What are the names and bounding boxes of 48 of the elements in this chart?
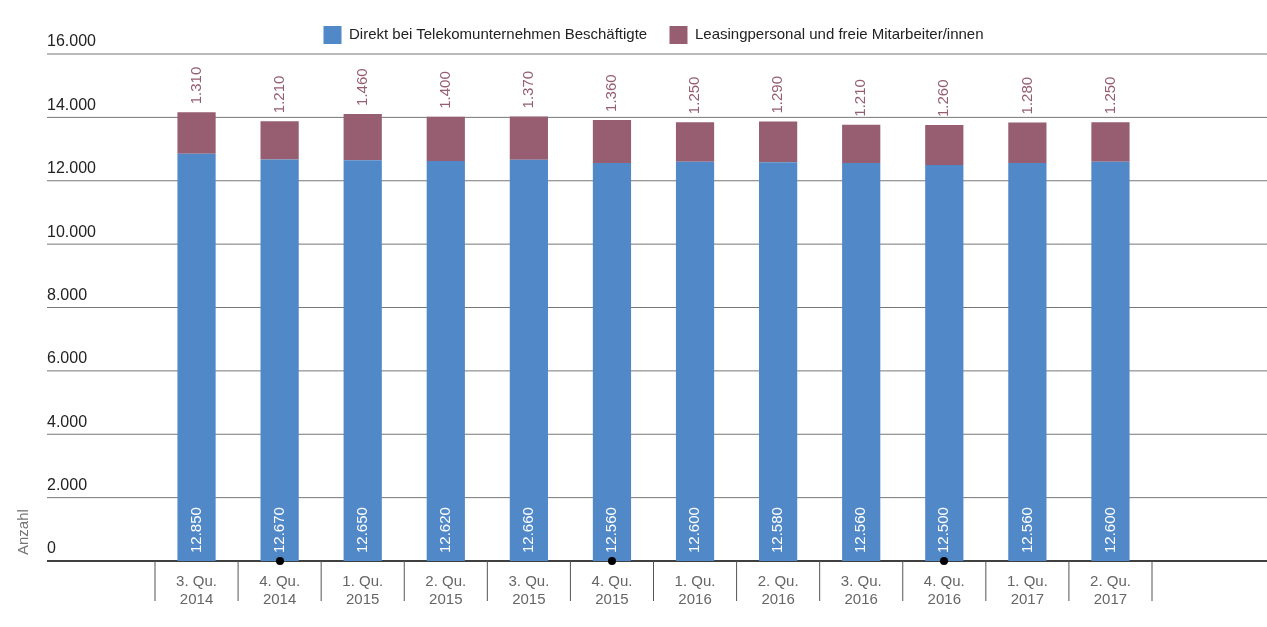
- x-tick-label: 4. Qu. 2015: [591, 572, 633, 608]
- x-tick-label: 2. Qu. 2015: [425, 572, 467, 608]
- data-label: 1.370: [519, 70, 537, 109]
- y-tick-label: 8.000: [47, 285, 88, 303]
- y-tick-label: 0: [47, 539, 56, 557]
- legend-label: Leasingpersonal und freie Mitarbeiter/innen: [694, 25, 984, 43]
- y-tick-label: 4.000: [47, 412, 88, 430]
- data-label: 1.250: [685, 76, 703, 115]
- x-tick-label: 3. Qu. 2015: [508, 572, 550, 608]
- x-tick-label: 1. Qu. 2015: [342, 572, 384, 608]
- data-label: 12.600: [685, 507, 703, 553]
- data-label: 1.400: [435, 71, 453, 109]
- data-label: 12.600: [1100, 507, 1118, 553]
- data-label: 12.650: [352, 507, 370, 553]
- data-label: 12.500: [934, 507, 952, 553]
- data-label: 1.460: [352, 68, 370, 106]
- legend-label: Direkt bei Telekomunternehmen Beschäftigte: [349, 25, 648, 43]
- data-label: 12.660: [519, 507, 537, 553]
- x-tick-label: 1. Qu. 2016: [674, 572, 716, 608]
- x-tick-label: 2. Qu. 2017: [1090, 572, 1131, 608]
- y-tick-label: 16.000: [47, 32, 97, 50]
- x-tick-label: 2. Qu. 2016: [757, 572, 799, 608]
- y-tick-label: 12.000: [47, 159, 97, 177]
- x-tick-label: 4. Qu. 2014: [259, 572, 301, 608]
- y-tick-label: 2.000: [47, 476, 88, 494]
- data-label: 12.560: [1017, 507, 1035, 553]
- y-tick-label: 6.000: [47, 349, 88, 367]
- data-label: 12.850: [186, 507, 204, 553]
- data-label: 1.280: [1017, 76, 1035, 115]
- x-tick-label: 1. Qu. 2017: [1006, 572, 1048, 608]
- y-tick-label: 10.000: [47, 222, 97, 240]
- data-label: 1.310: [186, 66, 204, 105]
- data-label: 1.210: [269, 75, 287, 114]
- x-tick-label: 4. Qu. 2016: [923, 572, 965, 608]
- data-label: 12.620: [435, 507, 453, 553]
- data-label: 12.560: [602, 507, 620, 553]
- data-label: 1.290: [768, 75, 786, 114]
- x-tick-label: 3. Qu. 2016: [840, 572, 882, 608]
- y-axis-title: Anzahl: [14, 509, 32, 555]
- data-label: 12.580: [768, 507, 786, 553]
- data-label: 12.560: [851, 507, 869, 553]
- y-tick-label: 14.000: [47, 95, 97, 113]
- data-label: 1.250: [1100, 76, 1118, 115]
- data-label: 12.670: [269, 507, 287, 553]
- data-label: 1.210: [851, 79, 869, 117]
- data-label: 1.360: [602, 74, 620, 112]
- x-tick-label: 3. Qu. 2014: [176, 572, 217, 608]
- data-label: 1.260: [934, 79, 952, 117]
